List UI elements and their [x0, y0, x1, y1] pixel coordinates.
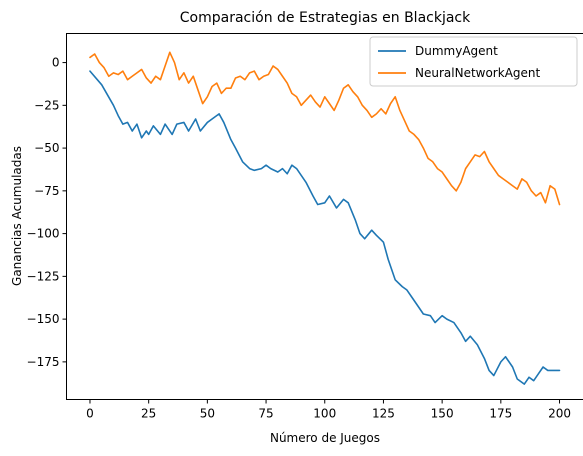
chart-title: Comparación de Estrategias en Blackjack — [180, 10, 471, 26]
y-tick-label: −25 — [34, 98, 59, 112]
y-tick-label: −50 — [34, 141, 59, 155]
x-tick-label: 100 — [313, 407, 336, 421]
y-tick-label: −125 — [27, 269, 60, 283]
legend-box — [369, 36, 578, 87]
plot-area-frame — [66, 33, 583, 400]
x-tick-label: 25 — [141, 407, 156, 421]
y-tick-label: 0 — [52, 56, 60, 70]
y-tick-label: −75 — [34, 184, 59, 198]
legend-label: NeuralNetworkAgent — [415, 66, 541, 80]
y-axis-title: Ganancias Acumuladas — [10, 146, 24, 286]
legend-label: DummyAgent — [415, 44, 498, 58]
x-tick-label: 0 — [86, 407, 94, 421]
x-axis-title: Número de Juegos — [270, 431, 380, 445]
x-tick-label: 175 — [489, 407, 512, 421]
legend: DummyAgent NeuralNetworkAgent — [369, 36, 578, 87]
y-tick-label: −150 — [27, 312, 60, 326]
y-tick-label: −100 — [27, 227, 60, 241]
x-tick-label: 150 — [431, 407, 454, 421]
x-tick-label: 50 — [200, 407, 215, 421]
series-line-dummyagent — [89, 70, 561, 385]
y-tick-label: −175 — [27, 355, 60, 369]
x-tick-label: 75 — [258, 407, 273, 421]
x-tick-label: 200 — [548, 407, 571, 421]
series-line-neuralnetworkagent — [89, 51, 561, 206]
x-tick-label: 125 — [372, 407, 395, 421]
